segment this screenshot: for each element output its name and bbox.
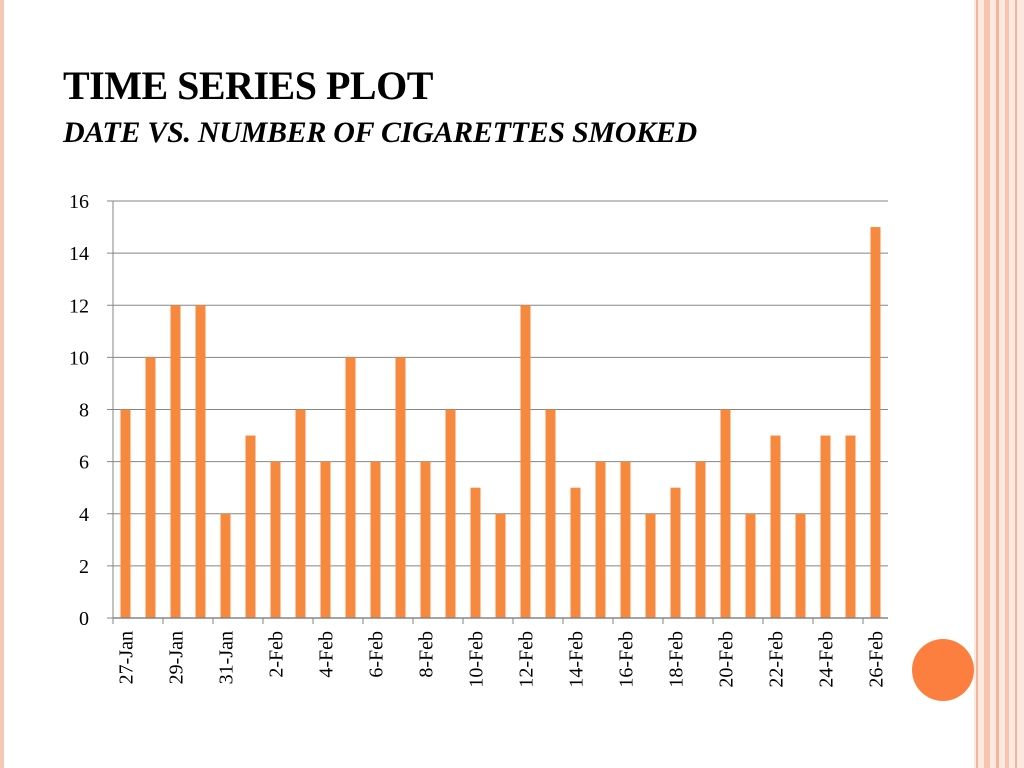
bar: [195, 305, 206, 618]
y-tick-label: 4: [79, 504, 89, 526]
bar: [245, 435, 256, 618]
bar: [420, 461, 431, 618]
frame-stripe: [996, 0, 999, 768]
y-tick-label: 6: [79, 452, 89, 474]
bar: [620, 461, 631, 618]
x-tick-label: 27-Jan: [116, 631, 138, 684]
bar: [270, 461, 281, 618]
y-tick-label: 0: [79, 608, 89, 630]
bar: [470, 487, 481, 618]
x-tick-label: 10-Feb: [466, 631, 488, 688]
bar: [120, 409, 131, 618]
x-tick-label: 12-Feb: [516, 631, 538, 688]
bar: [520, 305, 531, 618]
x-tick-label: 29-Jan: [166, 631, 188, 684]
x-tick-label: 31-Jan: [216, 631, 238, 684]
bar: [870, 227, 881, 618]
bar-series: [120, 227, 881, 618]
bar: [220, 513, 231, 618]
y-tick-labels: 0 2 4 6 8 10 12 14 16: [69, 191, 89, 630]
bar: [720, 409, 731, 618]
x-tick-label: 14-Feb: [566, 631, 588, 688]
bar: [495, 513, 506, 618]
y-tick-label: 14: [69, 243, 89, 265]
bar: [395, 357, 406, 618]
x-tick-label: 6-Feb: [366, 631, 388, 678]
bar: [595, 461, 606, 618]
bar: [845, 435, 856, 618]
slide-title: TIME SERIES PLOT: [63, 63, 433, 108]
x-tick-label: 24-Feb: [816, 631, 838, 688]
x-tick-label: 18-Feb: [666, 631, 688, 688]
frame-stripe: [976, 0, 978, 768]
x-tick-label: 20-Feb: [716, 631, 738, 688]
x-tick-label: 22-Feb: [766, 631, 788, 688]
bar: [770, 435, 781, 618]
y-tick-label: 12: [69, 295, 89, 317]
slide-frame-left: [0, 0, 4, 768]
bar: [795, 513, 806, 618]
x-tick-label: 16-Feb: [616, 631, 638, 688]
bar: [445, 409, 456, 618]
x-tick-label: 26-Feb: [866, 631, 888, 688]
bar: [295, 409, 306, 618]
slide-subtitle: DATE VS. NUMBER OF CIGARETTES SMOKED: [63, 116, 697, 149]
bar: [170, 305, 181, 618]
accent-circle: [912, 639, 974, 701]
frame-stripe: [984, 0, 990, 768]
bar: [345, 357, 356, 618]
bar: [695, 461, 706, 618]
bar: [145, 357, 156, 618]
bar: [820, 435, 831, 618]
x-tick-label: 2-Feb: [266, 631, 288, 678]
x-tick-label: 8-Feb: [416, 631, 438, 678]
axes: [107, 200, 888, 624]
bar: [670, 487, 681, 618]
bar: [645, 513, 656, 618]
bar: [570, 487, 581, 618]
bar: [370, 461, 381, 618]
slide-frame-right: [974, 0, 1024, 768]
y-tick-label: 8: [79, 400, 89, 422]
x-tick-label: 4-Feb: [316, 631, 338, 678]
bar: [745, 513, 756, 618]
x-tick-labels: 27-Jan 29-Jan 31-Jan 2-Feb 4-Feb 6-Feb 8-Feb 10…: [116, 631, 888, 688]
frame-stripe: [1005, 0, 1009, 768]
frame-stripe: [1015, 0, 1017, 768]
y-tick-label: 10: [69, 347, 89, 369]
bar: [320, 461, 331, 618]
y-tick-label: 2: [79, 556, 89, 578]
y-tick-label: 16: [69, 191, 89, 213]
bar: [545, 409, 556, 618]
